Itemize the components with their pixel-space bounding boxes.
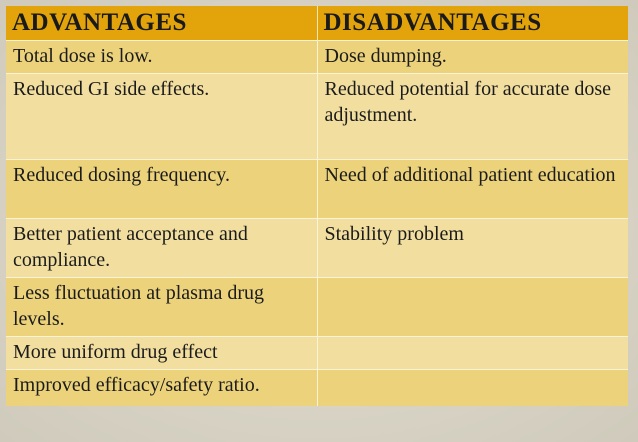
advantage-cell: More uniform drug effect xyxy=(6,336,318,370)
table-row: Less fluctuation at plasma drug levels. xyxy=(6,277,628,337)
disadvantage-cell xyxy=(317,336,628,370)
disadvantage-cell: Stability problem xyxy=(317,218,628,278)
header-advantages: ADVANTAGES xyxy=(6,6,318,41)
advantage-cell: Total dose is low. xyxy=(6,40,318,74)
advantage-cell: Reduced dosing frequency. xyxy=(6,159,318,219)
comparison-table: ADVANTAGES DISADVANTAGES Total dose is l… xyxy=(6,6,628,406)
table-row: Improved efficacy/safety ratio. xyxy=(6,369,628,406)
table-row: Reduced dosing frequency. Need of additi… xyxy=(6,159,628,219)
disadvantage-cell: Dose dumping. xyxy=(317,40,628,74)
table-row: More uniform drug effect xyxy=(6,336,628,370)
table-row: Better patient acceptance and compliance… xyxy=(6,218,628,278)
disadvantage-cell: Need of additional patient education xyxy=(317,159,628,219)
header-disadvantages: DISADVANTAGES xyxy=(317,6,628,41)
disadvantage-cell xyxy=(317,369,628,406)
advantage-cell: Better patient acceptance and compliance… xyxy=(6,218,318,278)
disadvantage-cell: Reduced potential for accurate dose adju… xyxy=(317,73,628,160)
table-row: Total dose is low. Dose dumping. xyxy=(6,40,628,74)
advantage-cell: Less fluctuation at plasma drug levels. xyxy=(6,277,318,337)
table-row: Reduced GI side effects. Reduced potenti… xyxy=(6,73,628,160)
advantage-cell: Improved efficacy/safety ratio. xyxy=(6,369,318,406)
table-header-row: ADVANTAGES DISADVANTAGES xyxy=(6,6,628,41)
disadvantage-cell xyxy=(317,277,628,337)
advantage-cell: Reduced GI side effects. xyxy=(6,73,318,160)
